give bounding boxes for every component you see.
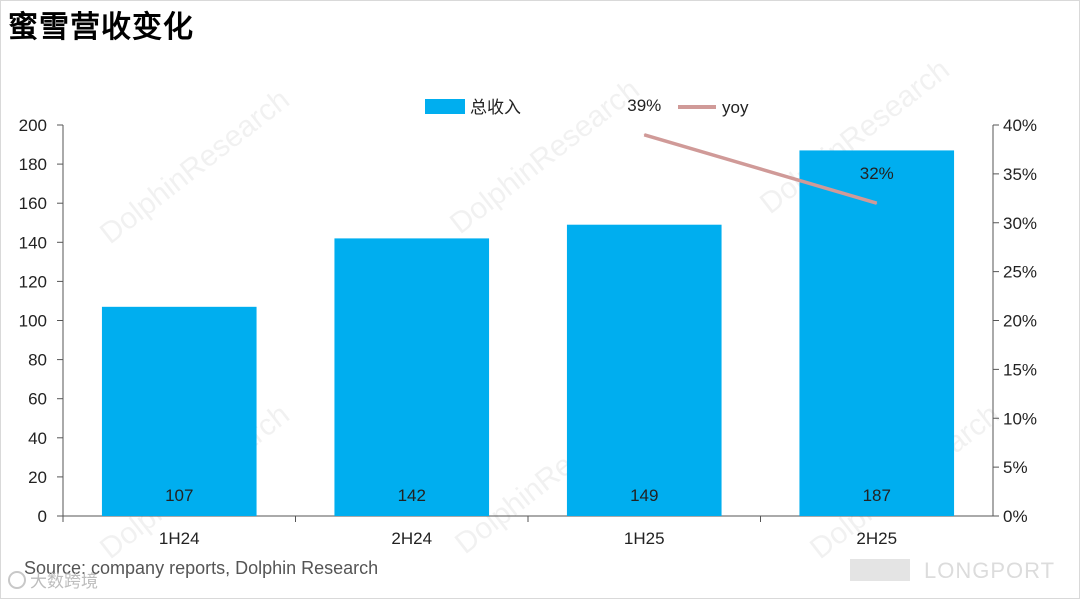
- y-left-tick-label: 180: [19, 155, 47, 174]
- bar-labels: 107 142 149 187: [165, 486, 891, 505]
- bar-value-label: 107: [165, 486, 193, 505]
- y-right-tick-label: 5%: [1003, 458, 1028, 477]
- bar-2h24: [334, 238, 490, 516]
- brand-logo-icon: [850, 559, 910, 581]
- x-tick-label: 1H24: [159, 529, 200, 548]
- y-right-tick-label: 0%: [1003, 507, 1028, 526]
- y-right-tick-label: 40%: [1003, 116, 1037, 135]
- y-left-tick-label: 120: [19, 272, 47, 291]
- y-left-tick-label: 200: [19, 116, 47, 135]
- legend-swatch-revenue: [425, 99, 465, 114]
- legend-label-yoy: yoy: [722, 98, 749, 117]
- yoy-value-label: 39%: [627, 96, 661, 115]
- brand-watermark: LONGPORT: [850, 558, 1055, 584]
- y-left-tick-label: 40: [28, 429, 47, 448]
- y-right-tick-label: 15%: [1003, 360, 1037, 379]
- yoy-line-series: 39% 32%: [627, 96, 894, 205]
- yoy-point: [876, 202, 878, 204]
- bar-2h25: [799, 150, 955, 517]
- yoy-line: [643, 133, 878, 205]
- y-right-tick-label: 20%: [1003, 312, 1037, 331]
- legend: 总收入 yoy: [425, 98, 749, 118]
- x-tick-label: 2H24: [391, 529, 432, 548]
- y-left-tick-label: 160: [19, 194, 47, 213]
- bar-series: [101, 150, 955, 517]
- credit-text: 大数跨境: [30, 572, 98, 592]
- yoy-value-label: 32%: [860, 164, 894, 183]
- credit-icon: [8, 571, 26, 589]
- credit-watermark: 大数跨境: [8, 567, 98, 592]
- y-right-tick-label: 10%: [1003, 409, 1037, 428]
- y-right-tick-label: 30%: [1003, 214, 1037, 233]
- bar-value-label: 149: [630, 486, 658, 505]
- y-left-tick-label: 80: [28, 351, 47, 370]
- axes: 0 20 40 60 80 100 120 140 160 180 200 0% 5% 10% 15% 20%…: [19, 116, 1037, 548]
- y-left-tick-label: 20: [28, 468, 47, 487]
- source-note: Source: company reports, Dolphin Researc…: [24, 558, 379, 578]
- y-left-tick-label: 140: [19, 233, 47, 252]
- brand-text: LONGPORT: [924, 558, 1056, 583]
- y-left-tick-label: 60: [28, 390, 47, 409]
- x-tick-label: 2H25: [856, 529, 897, 548]
- chart-title: 蜜雪营收变化: [8, 10, 194, 45]
- bar-value-label: 142: [398, 486, 426, 505]
- x-tick-label: 1H25: [624, 529, 665, 548]
- bar-value-label: 187: [863, 486, 891, 505]
- bar-1h24: [101, 306, 257, 516]
- y-left-tick-label: 0: [38, 507, 47, 526]
- watermark: DolphinResearch: [94, 83, 296, 251]
- legend-label-revenue: 总收入: [470, 98, 521, 118]
- y-right-tick-label: 25%: [1003, 263, 1037, 282]
- y-left-tick-label: 100: [19, 312, 47, 331]
- bar-1h25: [566, 224, 722, 516]
- yoy-point: [643, 134, 645, 136]
- y-right-tick-label: 35%: [1003, 165, 1037, 184]
